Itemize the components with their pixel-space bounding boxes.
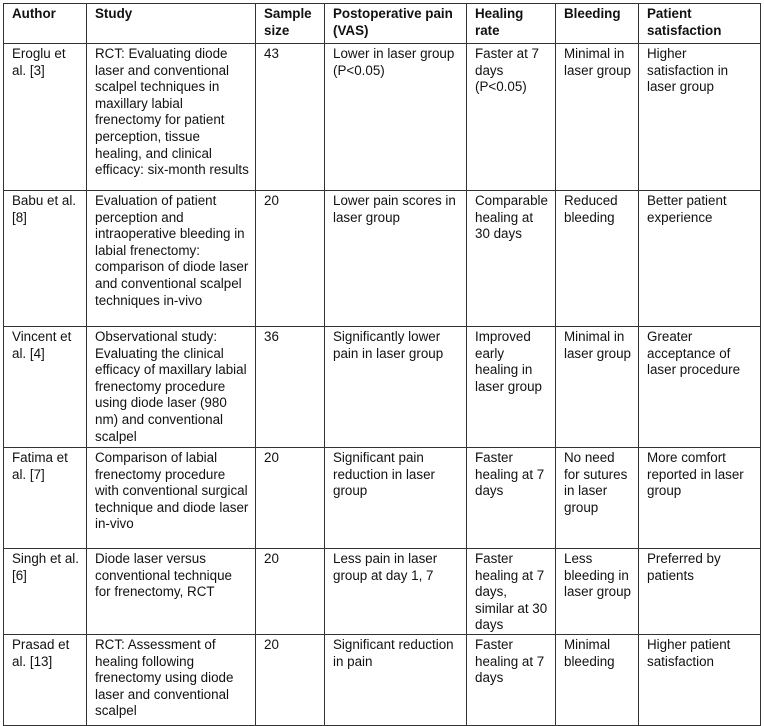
cell-author: Prasad et al. [13] [3, 633, 87, 726]
cell-healing-rate: Faster healing at 7 days [466, 447, 556, 549]
table-row: Fatima et al. [7] Comparison of labial fr… [3, 447, 761, 549]
table-row: Eroglu et al. [3] RCT: Evaluating diode l… [3, 43, 761, 191]
cell-patient-satisfaction: Better patient experience [638, 190, 761, 327]
cell-postoperative-pain: Lower in laser group (P<0.05) [324, 43, 467, 191]
header-healing-rate: Healing rate [466, 3, 556, 44]
cell-postoperative-pain: Significantly lower pain in laser group [324, 326, 467, 448]
cell-study: Observational study: Evaluating the clin… [86, 326, 256, 448]
header-bleeding: Bleeding [555, 3, 639, 44]
cell-bleeding: Less bleeding in laser group [555, 548, 639, 635]
table-row: Singh et al. [6] Diode laser versus conve… [3, 548, 761, 635]
cell-author: Babu et al. [8] [3, 190, 87, 327]
table-row: Prasad et al. [13] RCT: Assessment of hea… [3, 633, 761, 726]
cell-healing-rate: Improved early healing in laser group [466, 326, 556, 448]
header-study: Study [86, 3, 256, 44]
cell-patient-satisfaction: More comfort reported in laser group [638, 447, 761, 549]
cell-postoperative-pain: Lower pain scores in laser group [324, 190, 467, 327]
cell-sample-size: 20 [255, 633, 325, 726]
study-comparison-table: Author Study Sample size Postoperative p… [3, 3, 761, 726]
cell-healing-rate: Faster healing at 7 days, similar at 30 … [466, 548, 556, 635]
cell-patient-satisfaction: Greater acceptance of laser procedure [638, 326, 761, 448]
cell-author: Singh et al. [6] [3, 548, 87, 635]
table-row: Babu et al. [8] Evaluation of patient per… [3, 190, 761, 327]
cell-bleeding: Minimal bleeding [555, 633, 639, 726]
cell-author: Vincent et al. [4] [3, 326, 87, 448]
cell-author: Eroglu et al. [3] [3, 43, 87, 191]
cell-postoperative-pain: Significant reduction in pain [324, 633, 467, 726]
cell-sample-size: 43 [255, 43, 325, 191]
cell-sample-size: 20 [255, 190, 325, 327]
cell-healing-rate: Faster at 7 days (P<0.05) [466, 43, 556, 191]
table-row: Vincent et al. [4] Observational study: E… [3, 326, 761, 448]
cell-healing-rate: Comparable healing at 30 days [466, 190, 556, 327]
cell-study: RCT: Assessment of healing following fre… [86, 633, 256, 726]
cell-author: Fatima et al. [7] [3, 447, 87, 549]
cell-bleeding: Minimal in laser group [555, 326, 639, 448]
cell-study: Diode laser versus conventional techniqu… [86, 548, 256, 635]
cell-patient-satisfaction: Preferred by patients [638, 548, 761, 635]
cell-bleeding: No need for sutures in laser group [555, 447, 639, 549]
cell-study: Evaluation of patient perception and int… [86, 190, 256, 327]
header-row: Author Study Sample size Postoperative p… [3, 3, 761, 44]
cell-bleeding: Minimal in laser group [555, 43, 639, 191]
cell-healing-rate: Faster healing at 7 days [466, 633, 556, 726]
header-author: Author [3, 3, 87, 44]
header-sample-size: Sample size [255, 3, 325, 44]
cell-patient-satisfaction: Higher patient satisfaction [638, 633, 761, 726]
cell-sample-size: 20 [255, 548, 325, 635]
cell-study: RCT: Evaluating diode laser and conventi… [86, 43, 256, 191]
cell-sample-size: 20 [255, 447, 325, 549]
cell-study: Comparison of labial frenectomy procedur… [86, 447, 256, 549]
header-patient-satisfaction: Patient satisfaction [638, 3, 761, 44]
header-postoperative-pain: Postoperative pain (VAS) [324, 3, 467, 44]
cell-patient-satisfaction: Higher satisfaction in laser group [638, 43, 761, 191]
cell-postoperative-pain: Less pain in laser group at day 1, 7 [324, 548, 467, 635]
cell-bleeding: Reduced bleeding [555, 190, 639, 327]
cell-postoperative-pain: Significant pain reduction in laser grou… [324, 447, 467, 549]
cell-sample-size: 36 [255, 326, 325, 448]
